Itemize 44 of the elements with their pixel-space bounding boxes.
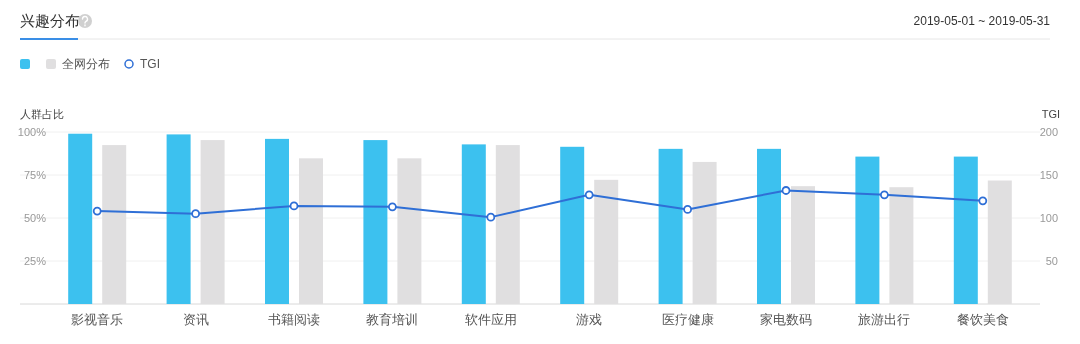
x-tick-label: 资讯 bbox=[182, 312, 209, 327]
point bbox=[880, 190, 889, 200]
point bbox=[289, 201, 299, 211]
point bbox=[92, 206, 102, 216]
point bbox=[978, 196, 988, 206]
y2-tick-label: 100 bbox=[1039, 212, 1058, 224]
point bbox=[781, 186, 791, 195]
chart-title: 兴趣分布 bbox=[20, 12, 80, 29]
y-tick-label: 25% bbox=[23, 255, 47, 267]
bar bbox=[560, 146, 585, 304]
x-tick-label: 影视音乐 bbox=[71, 312, 124, 327]
x-tick-label: 餐饮美食 bbox=[956, 312, 1009, 327]
bar bbox=[757, 148, 781, 304]
legend-label: TGI bbox=[140, 57, 160, 71]
x-tick-label: 游戏 bbox=[576, 312, 603, 327]
x-tick-label: 软件应用 bbox=[464, 312, 517, 327]
y2-tick-label: 200 bbox=[1039, 126, 1058, 138]
legend-label: 全网分布 bbox=[62, 57, 110, 71]
bar bbox=[461, 144, 486, 304]
bar bbox=[68, 133, 93, 304]
x-tick-label: 旅游出行 bbox=[858, 312, 911, 327]
y-tick-label: 75% bbox=[23, 169, 47, 181]
bar bbox=[166, 134, 191, 304]
y-tick-label: 50% bbox=[23, 212, 47, 224]
x-tick-label: 家电数码 bbox=[760, 312, 812, 327]
point bbox=[683, 205, 692, 214]
bar bbox=[855, 156, 880, 304]
bar bbox=[658, 148, 683, 304]
y-tick-label: 100% bbox=[17, 126, 47, 138]
bar bbox=[265, 138, 289, 304]
y2-tick-label: 50 bbox=[1045, 255, 1058, 267]
y-axis-title: 人群占比 bbox=[20, 108, 64, 120]
y2-tick-label: 150 bbox=[1039, 169, 1058, 181]
bar bbox=[953, 156, 978, 304]
point bbox=[486, 212, 496, 222]
text: 2019-05-01 ~ 2019-05-31 bbox=[913, 14, 1051, 28]
point bbox=[584, 190, 594, 200]
x-tick-label: 医疗健康 bbox=[661, 312, 714, 327]
x-tick-label: 教育培训 bbox=[366, 312, 419, 327]
y2-axis-title: TGI bbox=[1041, 108, 1060, 120]
point bbox=[388, 202, 397, 212]
x-tick-label: 书籍阅读 bbox=[268, 312, 320, 327]
bar bbox=[363, 140, 388, 304]
point bbox=[191, 209, 200, 219]
